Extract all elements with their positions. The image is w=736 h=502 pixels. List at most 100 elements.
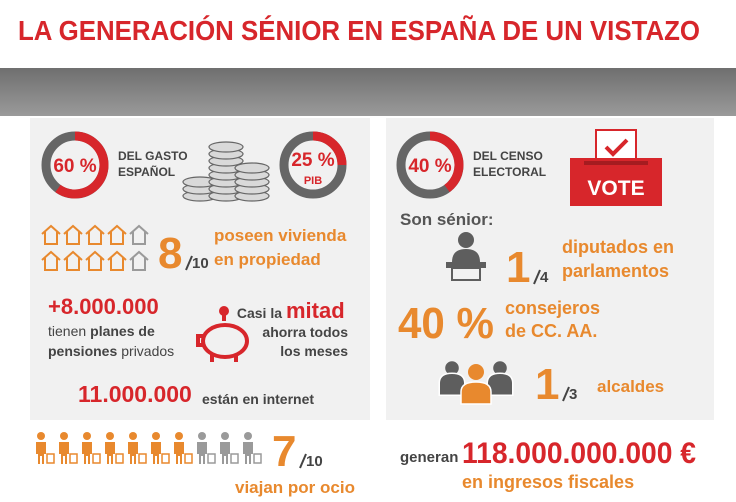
ownership-text: poseen vivienda [214,226,347,245]
pensions-text: pensiones privados [48,343,174,359]
traveller-icon [220,442,230,464]
left-panel [30,118,370,420]
traveller-icon [59,442,69,464]
house-icon [85,224,105,245]
census-label: DEL CENSO [473,149,543,163]
traveller-icon [36,442,46,464]
podium-icon [446,262,486,268]
suitcase-icon [138,453,147,464]
traveller-icon [175,432,183,440]
traveller-icon [152,432,160,440]
house-icon [129,250,149,271]
pensions-text: privados [121,343,174,359]
person-icon [486,372,514,396]
heading: Son sénior: [400,210,494,229]
traveller-icon [128,442,138,464]
podium-icon [452,249,480,262]
ballot-slot [584,161,648,165]
fraction-numerator: 7 [272,427,296,476]
suitcase-icon [207,453,216,464]
piggy-icon [196,315,249,362]
tax-amount: 118.000.000.000 € [462,437,696,470]
suitcase-icon [230,453,239,464]
house-icon [41,224,61,245]
deputies-text: diputados en [562,237,674,257]
traveller-icon [151,442,161,464]
suitcase-icon [115,453,124,464]
house-icon [129,224,149,245]
tax-prefix: generan [400,449,458,466]
piggy-body [201,323,249,359]
header-band [0,68,736,116]
house-icon [41,250,61,271]
podium-icon [458,232,474,248]
savings-text: ahorra todos [262,324,348,340]
spending-percent: 60 % [53,156,96,177]
traveller-icon [243,442,253,464]
pensions-text: tienen [48,323,86,339]
fraction-numerator: 8 [158,229,182,278]
coin [208,141,244,153]
ballot-label: VOTE [587,177,644,200]
suitcase-icon [92,453,101,464]
fraction-denominator: 4 [540,269,549,286]
savings-highlight: mitad [286,298,345,323]
person-icon [493,361,507,375]
fraction-slash [185,255,193,271]
traveller-icon [244,432,252,440]
internet-text: están en internet [202,391,314,407]
person-icon [445,361,459,375]
ownership-text: en propiedad [214,250,321,269]
gdp-percent: 25 % [291,150,334,171]
house-icon [107,250,127,271]
deputies-text: parlamentos [562,261,669,281]
suitcase-icon [46,453,55,464]
fraction-numerator: 1 [535,360,559,409]
fraction-denominator: 10 [306,453,323,470]
suitcase-icon [184,453,193,464]
fraction-slash [533,269,541,285]
piggy-details [196,315,238,362]
check-mark [604,138,629,157]
savings-prefix: Casi la [237,305,282,321]
traveller-icon [106,432,114,440]
coins-icon [182,141,270,202]
traveller-icon [198,432,206,440]
fraction-slash [562,386,570,402]
traveller-icon [82,442,92,464]
suitcase-icon [161,453,170,464]
fraction-numerator: 1 [506,243,530,292]
ballot-box [570,158,662,206]
pensions-number: +8.000.000 [48,294,159,319]
internet-number: 11.000.000 [78,381,192,407]
coin [234,162,270,174]
traveller-icon [60,432,68,440]
house-icon [63,250,83,271]
person-icon [468,364,484,380]
donut-arc [429,131,464,193]
donut-arc [312,131,347,166]
census-label: ELECTORAL [473,165,546,179]
tax-text: en ingresos fiscales [462,472,634,492]
pensions-text: tienen planes de [48,323,155,339]
spending-label: DEL GASTO [118,149,188,163]
gdp-label: PIB [304,175,322,187]
pensions-bold: pensiones [48,343,117,359]
suitcase-icon [253,453,262,464]
councillors-text: consejeros [505,298,600,318]
travel-text: viajan por ocio [235,478,355,497]
traveller-icon [174,442,184,464]
coin [219,306,229,316]
house-icon [63,224,83,245]
suitcase-icon [69,453,78,464]
traveller-icon [83,432,91,440]
mayors-text: alcaldes [597,377,664,396]
podium-icon [451,267,481,281]
traveller-icon [129,432,137,440]
person-icon [460,381,492,405]
fraction-denominator: 3 [569,386,577,403]
person-icon [438,372,466,396]
savings-text: los meses [280,343,348,359]
